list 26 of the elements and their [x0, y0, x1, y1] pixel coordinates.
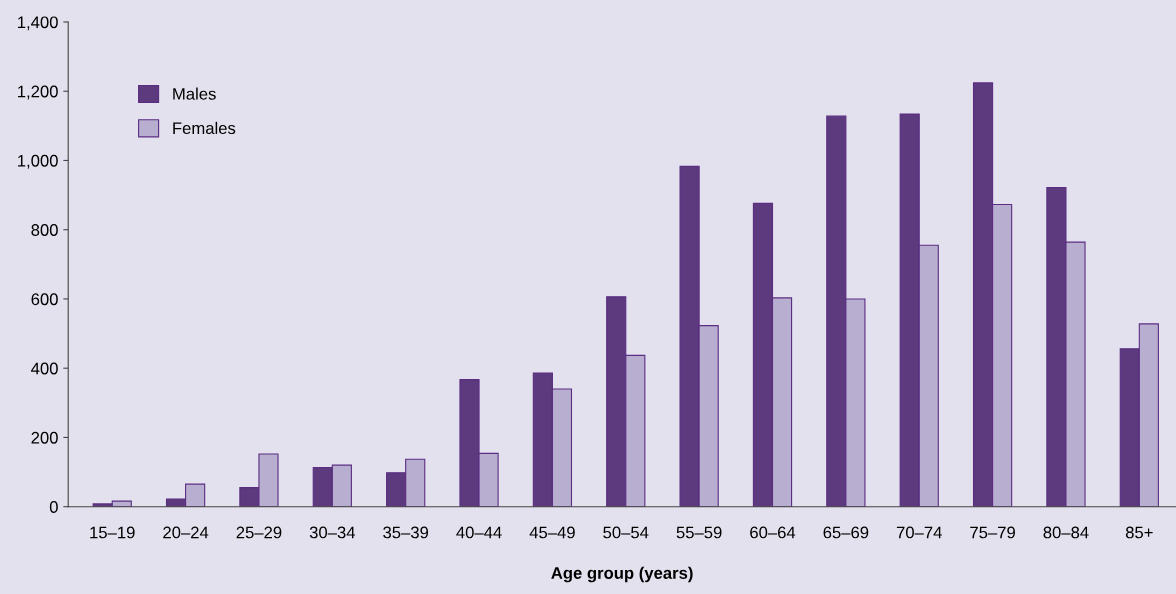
x-tick-label: 50–54 [603, 526, 649, 539]
x-tick-label: 70–74 [896, 526, 942, 539]
x-tick-label: 30–34 [309, 526, 355, 539]
y-tick-label: 1,400 [18, 16, 58, 31]
x-tick-label: 85+ [1125, 526, 1153, 539]
y-tick-label: 1,200 [18, 85, 58, 100]
y-tick-label: 400 [31, 362, 58, 375]
x-tick-label: 75–79 [970, 526, 1015, 539]
legend-label: Males [173, 87, 216, 100]
x-tick-label: 20–24 [163, 526, 209, 539]
x-tick-label: 15–19 [90, 526, 135, 539]
x-axis-title: Age group (years) [551, 566, 693, 583]
x-tick-label: 35–39 [383, 526, 429, 539]
legend-label: Females [173, 121, 236, 135]
y-tick-label: 200 [31, 431, 58, 444]
y-tick-label: 800 [31, 224, 58, 236]
y-tick-label: 0 [49, 501, 58, 513]
y-tick-label: 1,000 [18, 154, 58, 169]
x-tick-label: 65–69 [823, 526, 869, 539]
x-tick-label: 80–84 [1043, 526, 1089, 539]
x-tick-label: 55–59 [676, 526, 722, 539]
x-tick-label: 45–49 [529, 526, 575, 539]
x-tick-label: 25–29 [236, 526, 282, 539]
x-tick-label: 60–64 [750, 526, 796, 539]
x-tick-label: 40–44 [456, 526, 502, 539]
y-tick-label: 600 [31, 293, 58, 306]
